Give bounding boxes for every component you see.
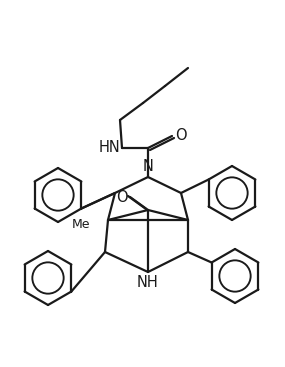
Text: NH: NH	[137, 275, 159, 290]
Text: HN: HN	[98, 141, 120, 156]
Text: Me: Me	[72, 218, 90, 232]
Text: O: O	[175, 127, 187, 142]
Text: O: O	[116, 189, 128, 204]
Text: N: N	[142, 159, 153, 174]
